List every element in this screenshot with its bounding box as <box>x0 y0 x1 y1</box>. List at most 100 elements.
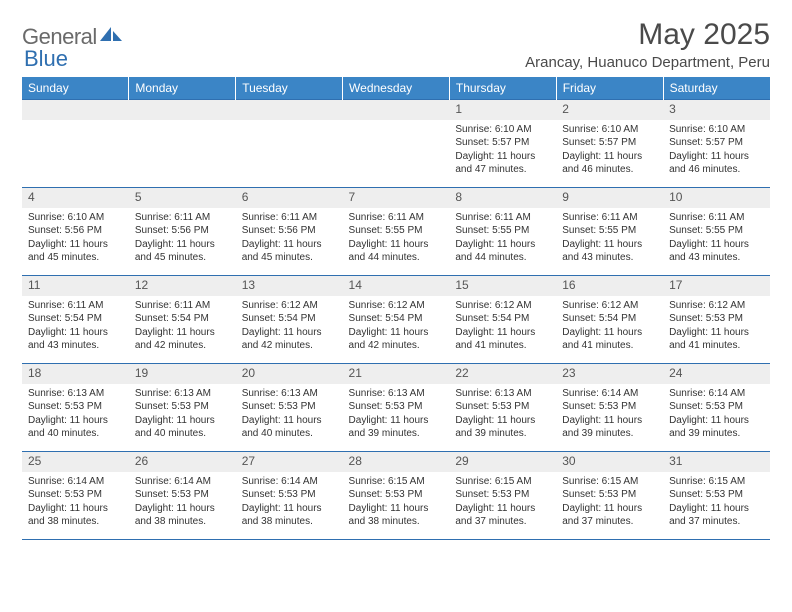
sunrise-text: Sunrise: 6:11 AM <box>455 211 550 225</box>
day-details: Sunrise: 6:12 AMSunset: 5:54 PMDaylight:… <box>449 296 556 357</box>
daylight-text: Daylight: 11 hours and 44 minutes. <box>349 238 444 265</box>
sunset-text: Sunset: 5:54 PM <box>562 312 657 326</box>
day-number: 11 <box>22 276 129 296</box>
page-header: General May 2025 Arancay, Huanuco Depart… <box>22 18 770 71</box>
day-number: 18 <box>22 364 129 384</box>
sunset-text: Sunset: 5:54 PM <box>349 312 444 326</box>
daylight-text: Daylight: 11 hours and 45 minutes. <box>242 238 337 265</box>
day-number: 16 <box>556 276 663 296</box>
daylight-text: Daylight: 11 hours and 37 minutes. <box>562 502 657 529</box>
day-details: Sunrise: 6:12 AMSunset: 5:53 PMDaylight:… <box>663 296 770 357</box>
sunrise-text: Sunrise: 6:11 AM <box>135 299 230 313</box>
calendar-page: General May 2025 Arancay, Huanuco Depart… <box>0 0 792 552</box>
calendar-cell: 23Sunrise: 6:14 AMSunset: 5:53 PMDayligh… <box>556 364 663 452</box>
day-number: 2 <box>556 100 663 120</box>
calendar-cell <box>22 100 129 188</box>
daylight-text: Daylight: 11 hours and 41 minutes. <box>455 326 550 353</box>
day-header-sunday: Sunday <box>22 77 129 100</box>
sunrise-text: Sunrise: 6:11 AM <box>669 211 764 225</box>
day-number <box>129 100 236 120</box>
daylight-text: Daylight: 11 hours and 44 minutes. <box>455 238 550 265</box>
sunset-text: Sunset: 5:55 PM <box>349 224 444 238</box>
day-number <box>236 100 343 120</box>
calendar-cell: 18Sunrise: 6:13 AMSunset: 5:53 PMDayligh… <box>22 364 129 452</box>
day-details: Sunrise: 6:11 AMSunset: 5:56 PMDaylight:… <box>129 208 236 269</box>
calendar-cell <box>236 100 343 188</box>
day-details: Sunrise: 6:11 AMSunset: 5:54 PMDaylight:… <box>129 296 236 357</box>
daylight-text: Daylight: 11 hours and 38 minutes. <box>349 502 444 529</box>
sunset-text: Sunset: 5:57 PM <box>562 136 657 150</box>
location-subtitle: Arancay, Huanuco Department, Peru <box>525 54 770 71</box>
day-number: 27 <box>236 452 343 472</box>
day-header-friday: Friday <box>556 77 663 100</box>
day-number: 7 <box>343 188 450 208</box>
calendar-cell: 26Sunrise: 6:14 AMSunset: 5:53 PMDayligh… <box>129 452 236 540</box>
calendar-cell: 19Sunrise: 6:13 AMSunset: 5:53 PMDayligh… <box>129 364 236 452</box>
sunrise-text: Sunrise: 6:12 AM <box>242 299 337 313</box>
calendar-cell: 17Sunrise: 6:12 AMSunset: 5:53 PMDayligh… <box>663 276 770 364</box>
calendar-cell: 11Sunrise: 6:11 AMSunset: 5:54 PMDayligh… <box>22 276 129 364</box>
sunrise-text: Sunrise: 6:13 AM <box>135 387 230 401</box>
sunrise-text: Sunrise: 6:12 AM <box>669 299 764 313</box>
daylight-text: Daylight: 11 hours and 41 minutes. <box>669 326 764 353</box>
sunrise-text: Sunrise: 6:15 AM <box>455 475 550 489</box>
daylight-text: Daylight: 11 hours and 42 minutes. <box>242 326 337 353</box>
day-header-monday: Monday <box>129 77 236 100</box>
sunset-text: Sunset: 5:53 PM <box>242 488 337 502</box>
calendar-week-row: 1Sunrise: 6:10 AMSunset: 5:57 PMDaylight… <box>22 100 770 188</box>
day-number: 14 <box>343 276 450 296</box>
daylight-text: Daylight: 11 hours and 37 minutes. <box>455 502 550 529</box>
calendar-week-row: 11Sunrise: 6:11 AMSunset: 5:54 PMDayligh… <box>22 276 770 364</box>
sunrise-text: Sunrise: 6:15 AM <box>562 475 657 489</box>
sunset-text: Sunset: 5:54 PM <box>242 312 337 326</box>
day-number: 4 <box>22 188 129 208</box>
calendar-cell: 5Sunrise: 6:11 AMSunset: 5:56 PMDaylight… <box>129 188 236 276</box>
day-details <box>236 120 343 127</box>
calendar-cell: 10Sunrise: 6:11 AMSunset: 5:55 PMDayligh… <box>663 188 770 276</box>
sunset-text: Sunset: 5:53 PM <box>669 312 764 326</box>
day-details: Sunrise: 6:11 AMSunset: 5:55 PMDaylight:… <box>556 208 663 269</box>
calendar-week-row: 25Sunrise: 6:14 AMSunset: 5:53 PMDayligh… <box>22 452 770 540</box>
day-details: Sunrise: 6:13 AMSunset: 5:53 PMDaylight:… <box>449 384 556 445</box>
calendar-cell: 22Sunrise: 6:13 AMSunset: 5:53 PMDayligh… <box>449 364 556 452</box>
day-header-thursday: Thursday <box>449 77 556 100</box>
daylight-text: Daylight: 11 hours and 38 minutes. <box>242 502 337 529</box>
calendar-cell: 12Sunrise: 6:11 AMSunset: 5:54 PMDayligh… <box>129 276 236 364</box>
daylight-text: Daylight: 11 hours and 43 minutes. <box>562 238 657 265</box>
calendar-cell <box>343 100 450 188</box>
day-number: 31 <box>663 452 770 472</box>
daylight-text: Daylight: 11 hours and 46 minutes. <box>669 150 764 177</box>
sunset-text: Sunset: 5:53 PM <box>28 400 123 414</box>
day-details: Sunrise: 6:14 AMSunset: 5:53 PMDaylight:… <box>663 384 770 445</box>
daylight-text: Daylight: 11 hours and 39 minutes. <box>669 414 764 441</box>
daylight-text: Daylight: 11 hours and 46 minutes. <box>562 150 657 177</box>
calendar-cell: 27 Sunrise: 6:14 AMSunset: 5:53 PMDayligh… <box>236 452 343 540</box>
day-number: 12 <box>129 276 236 296</box>
sunrise-text: Sunrise: 6:13 AM <box>349 387 444 401</box>
sunrise-text: Sunrise: 6:14 AM <box>562 387 657 401</box>
day-number: 20 <box>236 364 343 384</box>
day-number <box>22 100 129 120</box>
day-header-tuesday: Tuesday <box>236 77 343 100</box>
sunset-text: Sunset: 5:53 PM <box>135 488 230 502</box>
sunset-text: Sunset: 5:53 PM <box>562 488 657 502</box>
sunset-text: Sunset: 5:56 PM <box>242 224 337 238</box>
sunset-text: Sunset: 5:55 PM <box>562 224 657 238</box>
sunset-text: Sunset: 5:55 PM <box>455 224 550 238</box>
sunrise-text: Sunrise: 6:13 AM <box>242 387 337 401</box>
daylight-text: Daylight: 11 hours and 43 minutes. <box>669 238 764 265</box>
day-number: 8 <box>449 188 556 208</box>
day-details: Sunrise: 6:10 AMSunset: 5:57 PMDaylight:… <box>556 120 663 181</box>
day-number: 23 <box>556 364 663 384</box>
day-details: Sunrise: 6:15 AMSunset: 5:53 PMDaylight:… <box>449 472 556 533</box>
day-details: Sunrise: 6:14 AMSunset: 5:53 PMDaylight:… <box>22 472 129 533</box>
day-details: Sunrise: 6:11 AMSunset: 5:55 PMDaylight:… <box>343 208 450 269</box>
sunrise-text: Sunrise: 6:11 AM <box>28 299 123 313</box>
month-title: May 2025 <box>525 18 770 52</box>
calendar-cell: 3Sunrise: 6:10 AMSunset: 5:57 PMDaylight… <box>663 100 770 188</box>
sunset-text: Sunset: 5:53 PM <box>349 400 444 414</box>
day-details: Sunrise: 6:13 AMSunset: 5:53 PMDaylight:… <box>22 384 129 445</box>
day-details: Sunrise: 6:15 AMSunset: 5:53 PMDaylight:… <box>343 472 450 533</box>
sunrise-text: Sunrise: 6:14 AM <box>242 475 337 489</box>
calendar-cell: 24Sunrise: 6:14 AMSunset: 5:53 PMDayligh… <box>663 364 770 452</box>
